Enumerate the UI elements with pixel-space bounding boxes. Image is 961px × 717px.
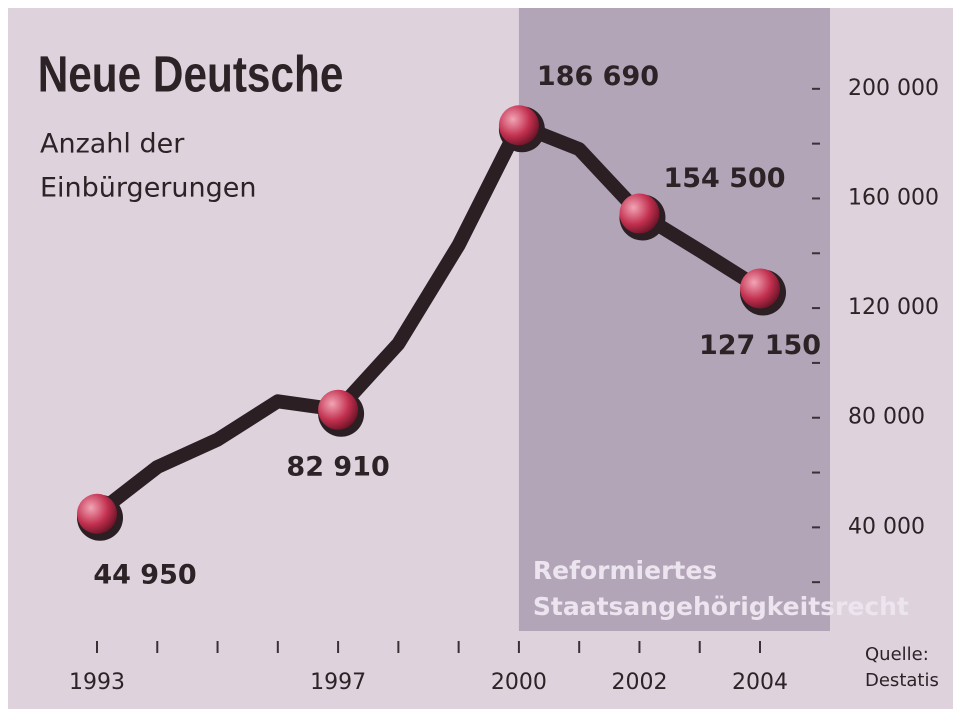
x-tick-label: 1997	[310, 670, 366, 695]
marker	[318, 390, 358, 430]
shaded-region	[519, 8, 830, 631]
y-tick-label: 160 000	[848, 185, 939, 210]
y-tick-label: 40 000	[848, 514, 925, 539]
source: Quelle:	[865, 644, 929, 665]
data-label: 44 950	[93, 559, 196, 590]
chart: Neue Deutsche Anzahl der Einbürgerungen …	[0, 0, 961, 717]
marker	[740, 268, 780, 308]
marker	[499, 105, 539, 145]
data-label: 186 690	[537, 61, 659, 92]
chart-title: Neue Deutsche	[38, 46, 344, 102]
shaded-region-label: Staatsangehörigkeitsrecht	[533, 592, 909, 621]
marker	[77, 494, 117, 534]
x-tick-label: 2000	[491, 670, 547, 695]
data-label: 82 910	[286, 451, 389, 482]
chart-subtitle: Einbürgerungen	[40, 173, 257, 204]
marker	[619, 194, 659, 234]
y-tick-label: 80 000	[848, 405, 925, 430]
y-tick-label: 200 000	[848, 76, 939, 101]
source: Destatis	[865, 670, 939, 691]
data-label: 154 500	[663, 163, 785, 194]
data-label: 127 150	[699, 330, 821, 361]
x-tick-label: 2004	[732, 670, 788, 695]
chart-subtitle: Anzahl der	[40, 129, 185, 160]
y-tick-label: 120 000	[848, 295, 939, 320]
x-tick-label: 2002	[611, 670, 667, 695]
shaded-region-label: Reformiertes	[533, 556, 717, 585]
x-tick-label: 1993	[69, 670, 125, 695]
shaded-region-group	[519, 8, 830, 631]
